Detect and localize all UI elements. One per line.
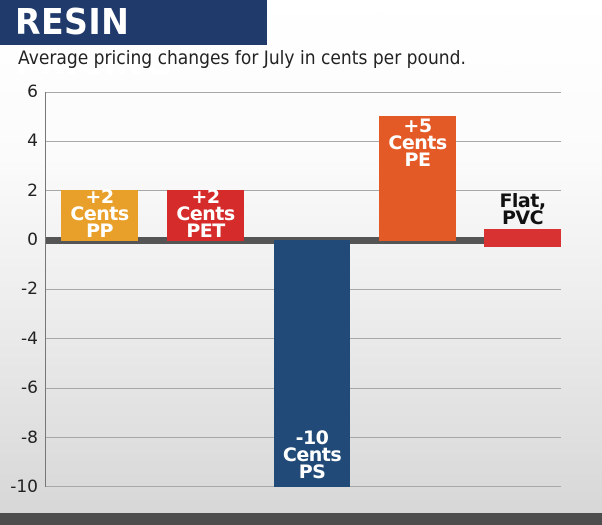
bar-label-ps: -10 Cents PS [282, 427, 342, 483]
chart-title: RESIN PRICING [15, 2, 172, 83]
footer-bar [0, 513, 602, 525]
bar-label-pp: +2 Cents PP [70, 186, 129, 242]
bar-pvc: Flat, PVC [484, 192, 561, 247]
bar-pet: +2 Cents PET [167, 186, 244, 242]
y-tick-neg6: -6 [21, 378, 38, 398]
y-tick-neg10: -10 [10, 477, 38, 497]
chart-subtitle: Average pricing changes for July in cent… [18, 47, 466, 69]
gridline [46, 141, 561, 142]
gridline [46, 92, 561, 93]
bar-label-pvc: Flat, PVC [499, 190, 546, 229]
bar-label-pet: +2 Cents PET [176, 186, 235, 242]
y-tick-6: 6 [27, 82, 38, 102]
y-tick-neg2: -2 [21, 279, 38, 299]
y-tick-4: 4 [27, 131, 38, 151]
bar-pe: +5 Cents PE [379, 116, 456, 241]
y-tick-neg4: -4 [21, 329, 38, 349]
gridline [46, 190, 561, 191]
plot-area: +2 Cents PP +2 Cents PET -10 Cents PS +5 Cents P… [45, 92, 561, 487]
bar-pp: +2 Cents PP [61, 186, 138, 242]
bar-label-pe: +5 Cents PE [388, 115, 447, 171]
y-tick-0: 0 [27, 230, 38, 250]
bar-ps: -10 Cents PS [274, 240, 350, 487]
y-tick-2: 2 [27, 181, 38, 201]
y-tick-neg8: -8 [21, 428, 38, 448]
title-banner: RESIN PRICING [0, 0, 267, 83]
